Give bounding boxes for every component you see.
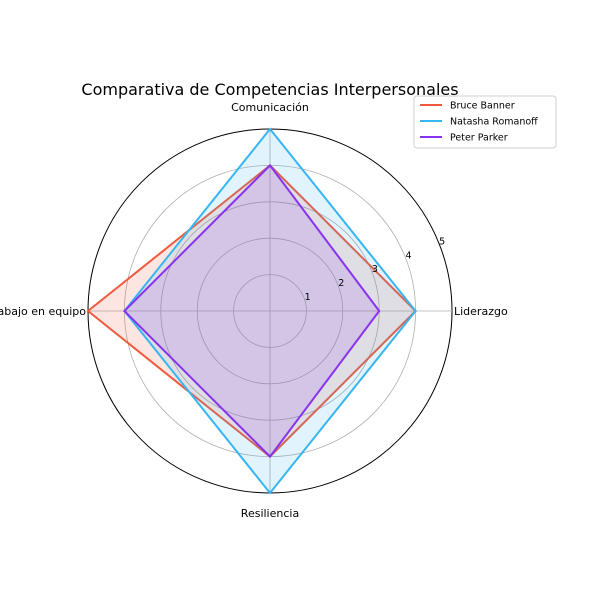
axis-label: Liderazgo <box>454 305 508 318</box>
radial-tick-label: 4 <box>406 250 412 261</box>
radial-tick-label: 5 <box>439 236 445 247</box>
series-fill-2 <box>124 165 380 457</box>
radial-tick-label: 1 <box>305 292 311 303</box>
chart-title: Comparativa de Competencias Interpersona… <box>81 80 458 99</box>
legend-label: Bruce Banner <box>450 101 515 112</box>
legend: Bruce Banner Natasha Romanoff Peter Parker <box>413 95 557 149</box>
axis-label: Trabajo en equipo <box>0 305 86 318</box>
series-fill-0 <box>88 165 416 457</box>
series-line-0 <box>86 164 418 458</box>
legend-frame <box>413 95 557 149</box>
series-line-2 <box>122 163 381 459</box>
radial-tick-label: 2 <box>338 278 344 289</box>
legend-label: Natasha Romanoff <box>450 117 538 128</box>
axis-label: Comunicación <box>231 101 309 114</box>
radial-tick-label: 3 <box>372 264 378 275</box>
axis-labels: Liderazgo Comunicación Trabajo en equipo Re… <box>0 101 508 520</box>
series-group <box>86 127 418 495</box>
legend-label: Peter Parker <box>450 133 508 144</box>
axis-label: Resiliencia <box>241 507 299 520</box>
